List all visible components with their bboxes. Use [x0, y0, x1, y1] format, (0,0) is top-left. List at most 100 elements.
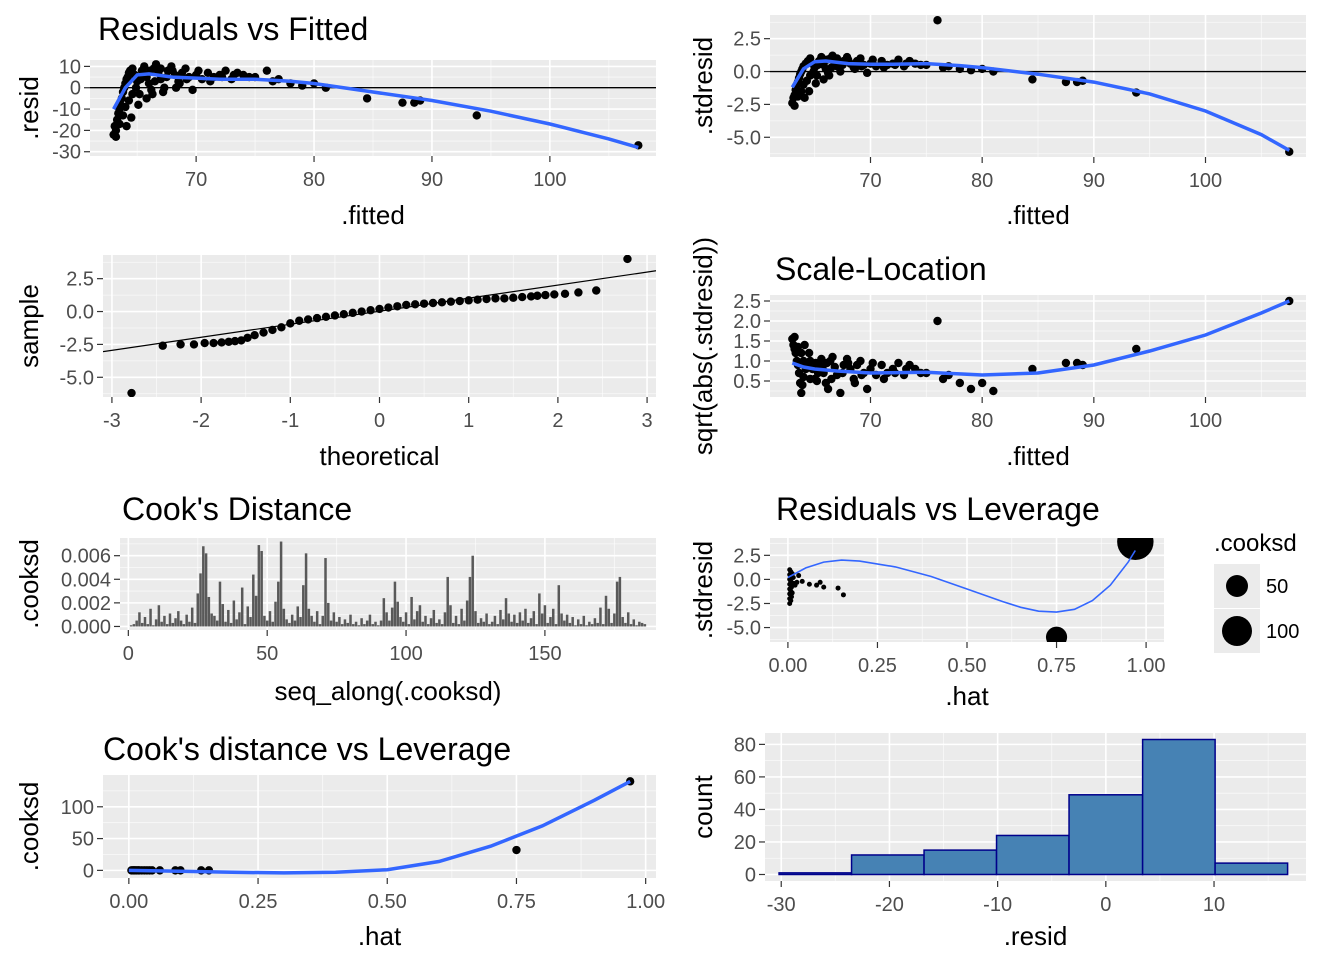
bar [160, 621, 163, 627]
bar [582, 615, 586, 627]
bar [540, 613, 544, 627]
bar [482, 621, 486, 627]
y-tick-label: 0.0 [66, 302, 94, 324]
plot-title: Residuals vs Fitted [98, 11, 368, 47]
bar [377, 625, 380, 627]
histogram-bar [850, 854, 925, 876]
bar [554, 624, 558, 627]
bar [427, 624, 430, 627]
bar [435, 622, 438, 627]
x-tick-label: 90 [421, 169, 443, 191]
bar [607, 608, 611, 627]
bar [615, 581, 619, 627]
y-tick-label: 1.0 [733, 351, 761, 373]
x-tick-label: -10 [983, 894, 1012, 916]
data-point [856, 356, 865, 366]
data-point [330, 311, 340, 320]
data-point [295, 316, 304, 325]
bar [454, 615, 458, 627]
x-tick-label: 90 [1083, 410, 1105, 432]
bar [549, 617, 552, 627]
x-tick-label: 0 [1100, 894, 1111, 916]
bar [249, 617, 252, 627]
bar [421, 621, 424, 627]
histogram-bar [995, 834, 1070, 876]
y-tick-label: 100 [61, 797, 94, 819]
data-point [194, 66, 203, 75]
bar [221, 604, 225, 627]
legend-point [1226, 575, 1248, 597]
bar [340, 624, 344, 627]
bar [329, 620, 333, 627]
data-point [850, 378, 860, 388]
data-point [877, 360, 886, 370]
y-tick-label: -30 [52, 142, 81, 164]
y-tick-label: 0 [70, 78, 81, 100]
bar [585, 625, 588, 627]
bar [510, 621, 513, 627]
y-tick-label: -10 [52, 99, 81, 121]
y-axis-title: .cooksd [14, 782, 44, 872]
bar [368, 614, 372, 627]
y-tick-label: 0 [745, 864, 756, 886]
bar [440, 624, 444, 627]
data-point [303, 315, 313, 324]
data-point [790, 101, 799, 110]
bar [402, 621, 405, 627]
x-tick-label: -30 [767, 894, 796, 916]
data-point [286, 319, 295, 328]
data-point [796, 573, 802, 579]
bar [513, 614, 516, 627]
y-tick-label: 2.5 [733, 29, 761, 51]
x-axis-title: theoretical [320, 441, 440, 471]
bar [546, 622, 549, 627]
bar [190, 607, 194, 627]
data-point [856, 54, 865, 63]
data-point [446, 297, 456, 306]
data-point [894, 358, 903, 368]
data-point [1132, 344, 1141, 354]
bar [229, 622, 233, 627]
x-tick-label: 90 [1083, 170, 1105, 192]
data-point [135, 89, 144, 99]
y-axis-title: .stdresid [688, 541, 718, 639]
plot-panel-8: -30 -20 -10 0 10 0 20 40 60 80 .resid count [688, 733, 1306, 951]
bar [610, 622, 613, 627]
data-point [592, 286, 601, 295]
histogram-bar [778, 872, 853, 876]
bar [299, 617, 302, 627]
histogram-bar [1068, 794, 1144, 876]
data-point [321, 312, 331, 321]
bar [132, 624, 136, 627]
data-point [158, 341, 167, 350]
plot-panel-3: -3 -2 -1 0 1 2 3 -5.0 -2.5 0.0 2.5 theoretical sampl… [14, 255, 656, 471]
y-tick-label: 0 [83, 860, 94, 882]
bar [521, 620, 524, 627]
data-point [989, 386, 998, 396]
data-point [790, 332, 799, 342]
data-point [804, 348, 814, 358]
data-point [393, 302, 402, 311]
histogram-bar [1214, 862, 1289, 876]
x-axis-title: .fitted [341, 200, 405, 230]
bar [393, 581, 397, 627]
bar [196, 593, 200, 627]
data-point [221, 66, 230, 75]
bar [246, 606, 250, 627]
plot-title: Cook's distance vs Leverage [103, 731, 511, 767]
bar [410, 596, 413, 627]
bar [165, 624, 169, 627]
y-axis-title: count [688, 774, 718, 838]
data-point [526, 292, 536, 301]
data-point [230, 336, 240, 346]
data-point [966, 384, 976, 394]
data-point [1061, 358, 1071, 368]
y-tick-label: 2.5 [733, 545, 761, 567]
data-point [375, 304, 384, 314]
x-tick-label: -3 [103, 410, 121, 432]
x-tick-label: 0.75 [497, 891, 536, 913]
bar [260, 550, 263, 627]
bar [327, 602, 330, 627]
data-point [229, 70, 239, 80]
data-point [217, 338, 226, 347]
